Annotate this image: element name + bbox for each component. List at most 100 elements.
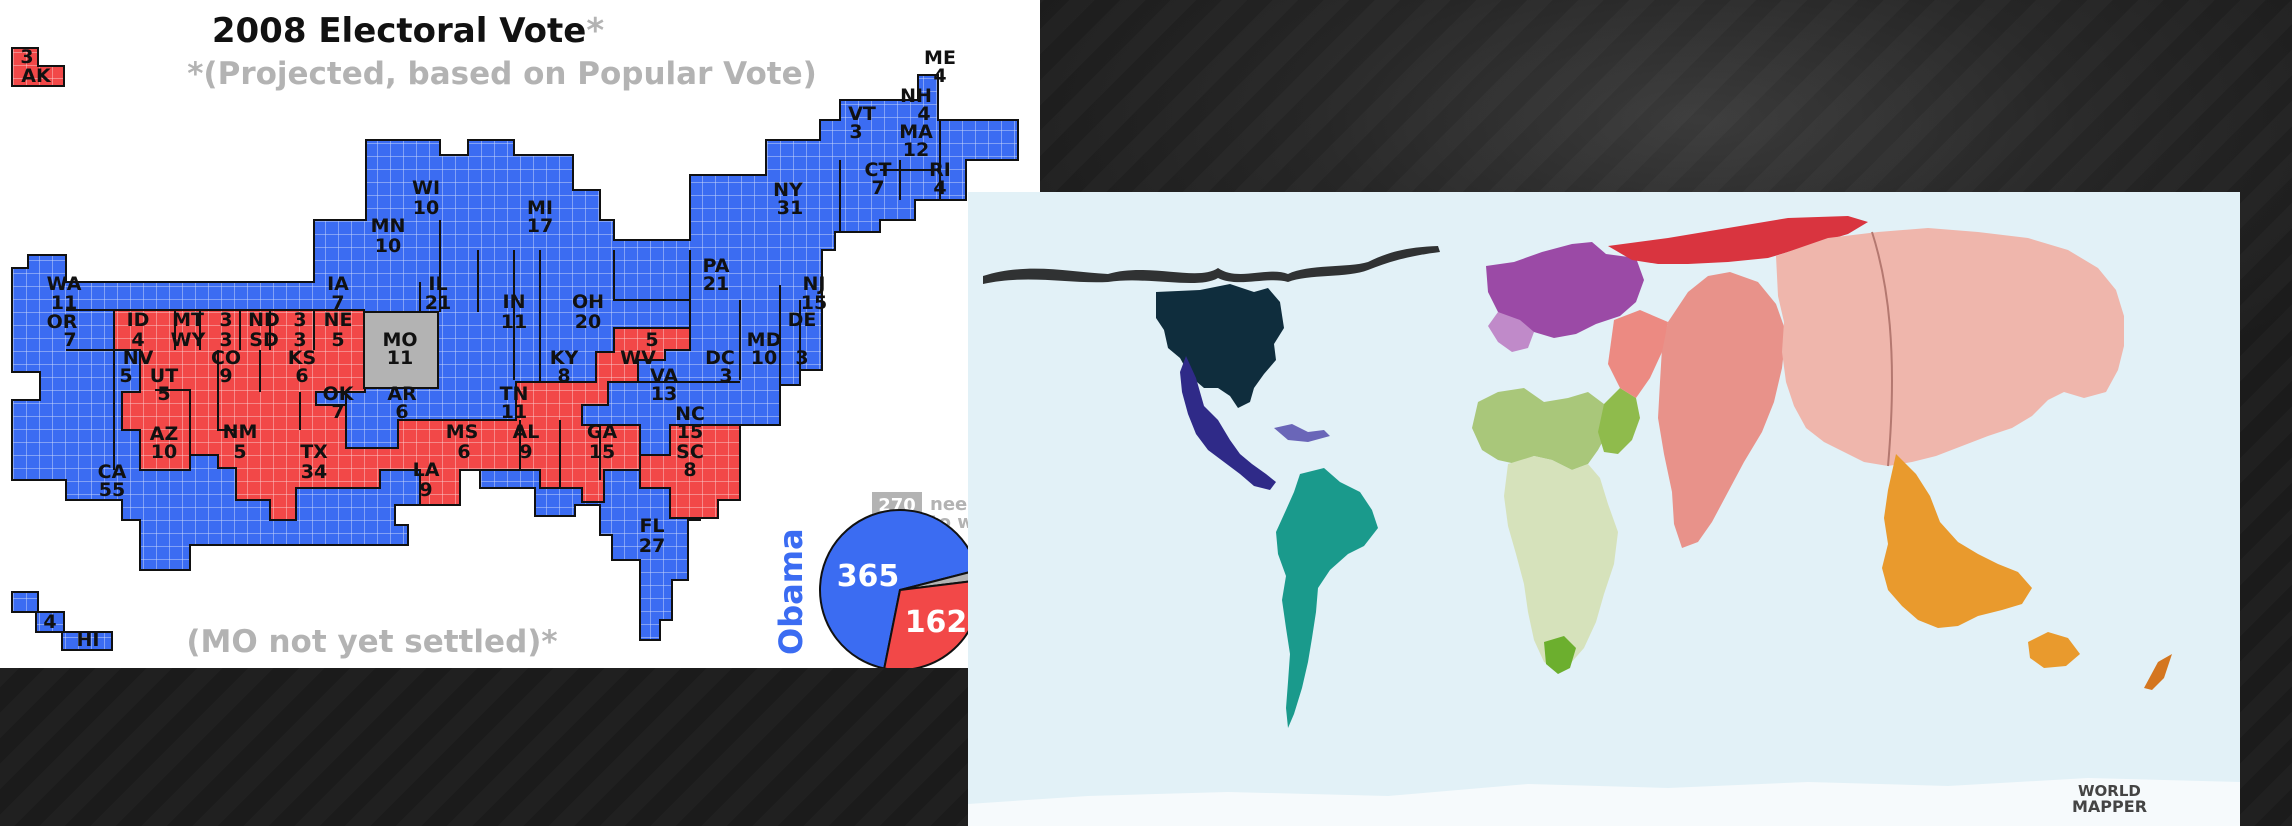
svg-text:WI: WI <box>412 177 440 199</box>
svg-text:NJ: NJ <box>803 273 826 295</box>
svg-text:MI: MI <box>527 197 553 219</box>
region-south-asia <box>1658 272 1786 548</box>
svg-text:10: 10 <box>375 235 401 257</box>
svg-text:8: 8 <box>683 459 696 481</box>
map-title: 2008 Electoral Vote <box>212 11 587 51</box>
arctic-fringe <box>983 246 1440 284</box>
electoral-map-svg: 2008 Electoral Vote* *(Projected, based … <box>11 11 1019 668</box>
svg-text:MA: MA <box>899 121 933 143</box>
svg-text:4: 4 <box>131 329 144 351</box>
svg-text:WY: WY <box>171 329 206 351</box>
svg-text:7: 7 <box>871 177 884 199</box>
svg-text:NH: NH <box>900 85 932 107</box>
svg-text:11: 11 <box>387 347 413 369</box>
hi-abbr: HI <box>77 629 100 651</box>
svg-text:11: 11 <box>51 292 77 314</box>
svg-text:4: 4 <box>933 65 946 87</box>
svg-text:AZ: AZ <box>150 423 178 445</box>
svg-text:15: 15 <box>677 421 703 443</box>
svg-text:34: 34 <box>301 461 327 483</box>
region-oceania <box>2028 632 2080 668</box>
region-arabia <box>1598 388 1640 454</box>
region-south-america <box>1276 468 1378 728</box>
svg-text:31: 31 <box>777 197 803 219</box>
svg-text:3: 3 <box>293 329 306 351</box>
svg-text:6: 6 <box>457 441 470 463</box>
svg-text:ME: ME <box>924 47 956 69</box>
svg-text:TX: TX <box>300 441 328 463</box>
svg-text:UT: UT <box>150 365 178 387</box>
threshold-text-line1: nee <box>930 494 967 515</box>
svg-text:5: 5 <box>157 383 170 405</box>
region-southeast-asia <box>1882 454 2032 628</box>
svg-text:IA: IA <box>327 273 349 295</box>
svg-text:WV: WV <box>620 347 656 369</box>
worldmapper-cartogram-panel: WORLD MAPPER <box>968 192 2240 826</box>
svg-text:4: 4 <box>933 177 946 199</box>
svg-text:3: 3 <box>849 121 862 143</box>
region-southern-africa <box>1544 636 1576 674</box>
svg-text:27: 27 <box>639 535 665 557</box>
svg-text:6: 6 <box>395 401 408 423</box>
region-east-asia-divider <box>1871 231 1893 467</box>
svg-text:KS: KS <box>288 347 316 369</box>
electoral-map-panel: 2008 Electoral Vote* *(Projected, based … <box>0 0 1040 668</box>
missouri-undecided <box>363 311 439 389</box>
svg-text:10: 10 <box>151 441 177 463</box>
svg-text:7: 7 <box>63 329 76 351</box>
svg-text:VA: VA <box>650 365 678 387</box>
svg-text:OR: OR <box>47 311 78 333</box>
svg-text:15: 15 <box>589 441 615 463</box>
svg-text:AL: AL <box>513 421 540 443</box>
svg-text:CT: CT <box>865 159 892 181</box>
svg-text:7: 7 <box>331 401 344 423</box>
svg-text:4: 4 <box>917 103 930 125</box>
region-north-america <box>1156 284 1284 408</box>
svg-text:11: 11 <box>501 311 527 333</box>
logo-text-line1: WORLD <box>2078 782 2141 800</box>
svg-text:2008 Electoral Vote*: 2008 Electoral Vote* <box>212 11 605 51</box>
svg-text:MO: MO <box>382 329 417 351</box>
svg-text:NM: NM <box>223 421 258 443</box>
region-north-africa <box>1472 388 1610 470</box>
map-footnote: (MO not yet settled)* <box>186 624 557 660</box>
svg-text:MN: MN <box>371 215 406 237</box>
svg-text:NC: NC <box>675 403 705 425</box>
svg-text:3: 3 <box>795 347 808 369</box>
svg-text:IL: IL <box>428 273 447 295</box>
svg-text:5: 5 <box>331 329 344 351</box>
pie-label-obama: 365 <box>837 559 900 594</box>
svg-text:11: 11 <box>501 401 527 423</box>
svg-text:3: 3 <box>719 365 732 387</box>
pie-label-mccain: 162 <box>905 605 968 640</box>
logo-text-line2: MAPPER <box>2072 797 2147 816</box>
svg-text:CA: CA <box>98 461 127 483</box>
svg-text:WA: WA <box>47 273 82 295</box>
svg-text:CO: CO <box>211 347 241 369</box>
svg-text:5: 5 <box>233 441 246 463</box>
region-new-zealand <box>2144 654 2172 690</box>
svg-text:PA: PA <box>703 255 730 277</box>
svg-text:NE: NE <box>324 309 353 331</box>
region-caribbean <box>1274 424 1330 442</box>
svg-text:17: 17 <box>527 215 553 237</box>
svg-text:6: 6 <box>295 365 308 387</box>
svg-text:OH: OH <box>572 291 604 313</box>
svg-text:3: 3 <box>293 309 306 331</box>
svg-text:RI: RI <box>929 159 951 181</box>
svg-text:3: 3 <box>219 309 232 331</box>
region-west-asia <box>1608 310 1668 398</box>
ak-abbr: AK <box>21 65 52 87</box>
svg-text:9: 9 <box>219 365 232 387</box>
svg-text:10: 10 <box>751 347 777 369</box>
worldmapper-cartogram: WORLD MAPPER <box>968 216 2240 826</box>
worldmapper-logo: WORLD MAPPER <box>2072 782 2147 816</box>
svg-text:GA: GA <box>587 421 618 443</box>
svg-text:5: 5 <box>645 329 658 351</box>
svg-text:VT: VT <box>848 103 876 125</box>
svg-text:9: 9 <box>419 479 432 501</box>
svg-text:55: 55 <box>99 479 125 501</box>
region-europe-west <box>1488 312 1534 352</box>
svg-text:ND: ND <box>248 309 280 331</box>
